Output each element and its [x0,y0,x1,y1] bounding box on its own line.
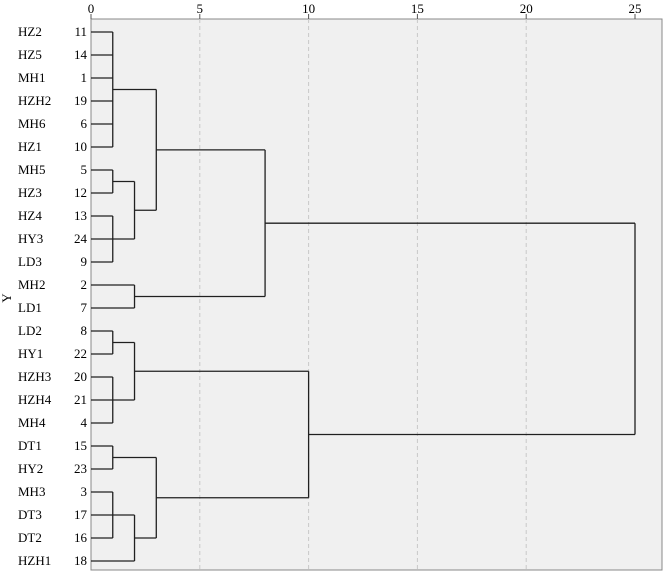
merge-0 [91,31,114,148]
leaf-id-15: 15 [74,438,87,453]
tick-label-20: 20 [520,1,533,16]
leaf-name-MH1: MH1 [18,70,45,85]
leaf-name-HZ2: HZ2 [18,24,42,39]
leaf-name-MH6: MH6 [18,116,46,131]
leaf-id-8: 8 [81,323,88,338]
tick-label-10: 10 [302,1,315,16]
leaf-id-1: 1 [81,70,88,85]
merge-2 [91,215,114,263]
leaf-name-HY2: HY2 [18,461,43,476]
leaf-name-HZ3: HZ3 [18,185,42,200]
leaf-id-24: 24 [74,231,88,246]
leaf-name-LD1: LD1 [18,300,42,315]
leaf-name-HZH1: HZH1 [18,553,51,568]
plot-area [90,18,663,571]
leaf-id-13: 13 [74,208,87,223]
tick-label-25: 25 [629,1,642,16]
merge-15 [265,222,636,436]
leaf-id-7: 7 [81,300,88,315]
leaf-name-HZH4: HZH4 [18,392,52,407]
leaf-name-DT2: DT2 [18,530,42,545]
leaf-name-HZH3: HZH3 [18,369,51,384]
dendrogram-links [91,31,636,562]
leaf-id-5: 5 [81,162,88,177]
leaf-name-HY3: HY3 [18,231,43,246]
leaf-id-17: 17 [74,507,88,522]
leaf-name-MH2: MH2 [18,277,45,292]
leaf-id-10: 10 [74,139,87,154]
leaf-id-6: 6 [81,116,88,131]
leaf-id-22: 22 [74,346,87,361]
leaf-name-DT1: DT1 [18,438,42,453]
tick-label-0: 0 [88,1,95,16]
leaf-id-3: 3 [81,484,88,499]
leaf-name-HY1: HY1 [18,346,43,361]
leaf-labels: HZ2 11 HZ5 14 MH1 1 HZH2 19 MH6 6 HZ1 10 MH5 5 HZ3 12 HZ… [18,24,88,568]
leaf-id-20: 20 [74,369,87,384]
leaf-id-9: 9 [81,254,88,269]
leaf-name-MH5: MH5 [18,162,45,177]
tick-label-5: 5 [197,1,204,16]
leaf-id-23: 23 [74,461,87,476]
leaf-id-21: 21 [74,392,87,407]
leaf-id-18: 18 [74,553,87,568]
grid-lines [199,19,527,570]
y-axis-label: Y [0,293,14,303]
leaf-id-19: 19 [74,93,87,108]
leaf-id-4: 4 [81,415,88,430]
tick-label-15: 15 [411,1,424,16]
leaf-name-MH4: MH4 [18,415,46,430]
leaf-name-MH3: MH3 [18,484,45,499]
x-axis-ticks: 0 5 10 15 20 25 [88,1,642,19]
leaf-name-LD2: LD2 [18,323,42,338]
leaf-id-12: 12 [74,185,87,200]
leaf-id-11: 11 [74,24,87,39]
leaf-name-HZ5: HZ5 [18,47,42,62]
leaf-name-HZ4: HZ4 [18,208,42,223]
leaf-name-HZ1: HZ1 [18,139,42,154]
leaf-name-DT3: DT3 [18,507,42,522]
leaf-name-LD3: LD3 [18,254,42,269]
leaf-name-HZH2: HZH2 [18,93,51,108]
leaf-id-2: 2 [81,277,88,292]
leaf-id-14: 14 [74,47,88,62]
leaf-id-16: 16 [74,530,88,545]
